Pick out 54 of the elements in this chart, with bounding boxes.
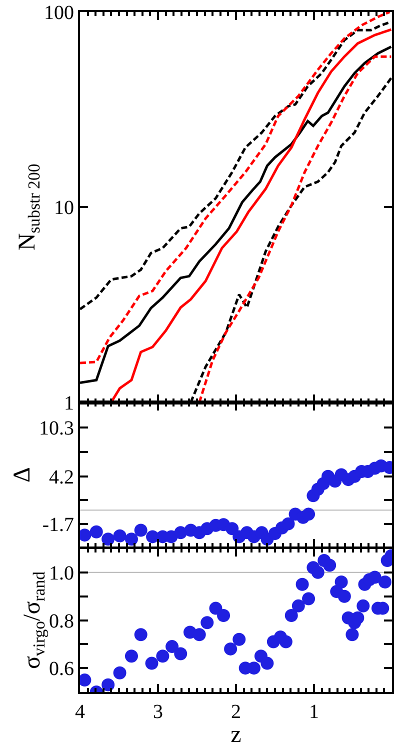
point bbox=[113, 666, 126, 680]
point bbox=[338, 590, 351, 603]
x-axis-title: z bbox=[230, 722, 242, 748]
point bbox=[134, 524, 148, 537]
point bbox=[346, 628, 359, 642]
y-tick-label: 10 bbox=[54, 197, 74, 220]
point bbox=[279, 635, 292, 648]
x-tick-label: 2 bbox=[231, 701, 241, 723]
line-series bbox=[110, 28, 392, 402]
point bbox=[145, 656, 158, 670]
point bbox=[156, 650, 170, 663]
point bbox=[217, 608, 230, 622]
point bbox=[102, 678, 115, 692]
point bbox=[368, 570, 382, 584]
point bbox=[124, 532, 138, 546]
point bbox=[166, 640, 179, 654]
y-tick-label: 100 bbox=[44, 2, 74, 24]
x-tick-label: 1 bbox=[309, 701, 319, 723]
point bbox=[192, 628, 206, 642]
point bbox=[302, 592, 316, 606]
y-tick-label: -1.7 bbox=[42, 514, 74, 536]
y-tick-label: 0.8 bbox=[49, 610, 74, 632]
point bbox=[232, 632, 246, 646]
y-axis-title: Δ bbox=[10, 467, 36, 482]
point bbox=[224, 642, 238, 656]
point bbox=[102, 532, 115, 546]
point bbox=[292, 599, 305, 612]
point bbox=[323, 558, 336, 572]
y-tick-label: 0.6 bbox=[49, 658, 74, 680]
point bbox=[334, 576, 348, 588]
point bbox=[282, 517, 295, 530]
point bbox=[378, 576, 392, 588]
point bbox=[284, 608, 298, 622]
point bbox=[311, 566, 324, 579]
point bbox=[174, 647, 188, 660]
point bbox=[113, 529, 126, 542]
point bbox=[209, 602, 222, 615]
point bbox=[200, 616, 214, 630]
point bbox=[226, 522, 239, 536]
point bbox=[90, 525, 103, 538]
y-tick-label: 10.3 bbox=[39, 417, 74, 440]
point bbox=[124, 650, 138, 663]
x-tick-label: 4 bbox=[75, 701, 85, 723]
point bbox=[356, 599, 370, 612]
x-tick-label: 3 bbox=[153, 701, 163, 723]
point bbox=[134, 628, 148, 642]
y-tick-label: 1 bbox=[64, 392, 74, 414]
point bbox=[174, 526, 188, 540]
point bbox=[302, 508, 316, 521]
point bbox=[296, 578, 309, 591]
point bbox=[351, 611, 364, 624]
point bbox=[260, 656, 274, 670]
y-tick-label: 1.0 bbox=[49, 562, 74, 584]
y-tick-label: 4.2 bbox=[49, 466, 74, 488]
